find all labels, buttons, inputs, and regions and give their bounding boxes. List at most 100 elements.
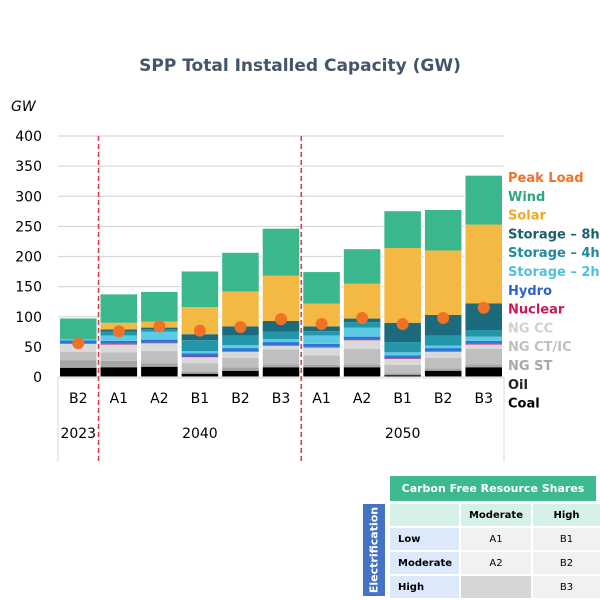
bar-segment — [262, 331, 300, 340]
bar-segment — [343, 248, 381, 284]
side-label-text: Electrification — [367, 506, 381, 594]
peak-load-marker — [153, 320, 166, 333]
x-axis: B2 A1 A2 B1 B2 B3 A1 A2 B1 B2 B3 2023 2040 2050 — [57, 377, 505, 462]
x-tick-label: B2 — [231, 391, 250, 407]
table-cell-empty — [461, 576, 531, 598]
bar-segment — [262, 345, 300, 346]
bar-segment — [464, 343, 503, 345]
peak-load-markers — [72, 301, 490, 350]
bar-segment — [424, 345, 462, 349]
bars — [59, 174, 504, 378]
y-axis-label: GW — [11, 99, 37, 115]
bar-segment — [424, 250, 462, 315]
bar-outline — [140, 290, 179, 378]
bar-outline — [59, 317, 98, 378]
y-tick-label: 200 — [15, 250, 42, 266]
bar-segment — [302, 347, 341, 356]
bar-segment — [221, 351, 260, 352]
peak-load-marker — [193, 324, 206, 337]
bar-segment — [262, 367, 300, 377]
bar-segment — [464, 366, 503, 368]
bar-segment — [424, 209, 462, 251]
bar-segment — [383, 355, 422, 359]
header-cell-blank — [390, 504, 459, 526]
bar-segment — [100, 293, 138, 323]
y-tick-label: 400 — [15, 129, 42, 145]
group-label: 2023 — [60, 426, 96, 442]
chart-title: SPP Total Installed Capacity (GW) — [139, 56, 461, 76]
x-tick-label: B2 — [434, 391, 453, 407]
bar-segment — [262, 342, 300, 346]
bar-segment — [181, 373, 219, 377]
bar-segment — [59, 367, 98, 377]
bar-segment — [464, 364, 503, 367]
legend-item: Hydro — [508, 284, 552, 299]
bar-segment — [181, 340, 219, 352]
x-tick-label: B1 — [191, 391, 210, 407]
table-cell: B3 — [533, 576, 600, 598]
bar-segment — [221, 370, 260, 371]
bar-segment — [140, 291, 179, 322]
bar-outline — [383, 210, 422, 378]
legend-item: Wind — [508, 190, 545, 205]
bar-outline — [180, 270, 220, 378]
bar-segment — [262, 339, 300, 343]
bar-stack — [464, 174, 504, 378]
bar-segment — [343, 327, 381, 337]
bar-segment — [262, 228, 300, 276]
bar-segment — [383, 248, 422, 323]
bar-stack — [180, 270, 220, 378]
bar-segment — [343, 336, 381, 340]
y-axis-ticks: 0 50 100 150 200 250 300 350 400 — [15, 129, 42, 386]
x-tick-label: B3 — [474, 391, 493, 407]
bar-segment — [464, 175, 503, 225]
bar-segment — [221, 345, 260, 349]
bar-segment — [383, 375, 422, 377]
bar-segment — [464, 348, 503, 365]
legend-item: Storage – 4hr — [508, 246, 600, 261]
bar-segment — [140, 343, 179, 352]
bar-outline — [423, 209, 463, 378]
peak-load-marker — [315, 317, 328, 330]
peak-load-marker — [275, 313, 287, 326]
table-cell: B2 — [533, 552, 600, 574]
bar-segment — [181, 351, 219, 354]
peak-load-marker — [356, 311, 369, 324]
bar-segment — [383, 322, 422, 343]
bar-segment — [424, 370, 462, 377]
bar-segment — [302, 331, 341, 336]
bar-segment — [424, 357, 462, 369]
bar-segment — [100, 343, 138, 345]
y-tick-label: 0 — [33, 370, 42, 386]
bar-segment — [383, 374, 422, 376]
bar-segment — [221, 370, 260, 377]
bar-segment — [221, 252, 260, 292]
peak-load-marker — [112, 325, 125, 338]
bar-segment — [100, 352, 138, 361]
x-tick-label: B2 — [69, 391, 88, 407]
bar-segment — [221, 335, 260, 346]
bar-segment — [262, 366, 300, 368]
table-cell: A2 — [461, 552, 531, 574]
y-tick-label: 350 — [15, 159, 42, 175]
bar-stack — [261, 227, 301, 378]
bar-segment — [140, 339, 179, 343]
bar-stack — [342, 248, 382, 378]
legend: Peak Load Wind Solar Storage – 8hr Storage –… — [508, 171, 600, 412]
bar-segment — [59, 317, 98, 340]
bar-segment — [302, 335, 341, 344]
bar-segment — [302, 271, 341, 304]
table-cell: B1 — [533, 528, 600, 550]
bar-segment — [100, 367, 138, 377]
y-tick-label: 100 — [15, 310, 42, 326]
row-label-moderate: Moderate — [390, 552, 459, 574]
bar-outline — [261, 227, 301, 378]
bar-stack — [221, 251, 260, 378]
legend-item: Storage – 8hr — [508, 227, 600, 242]
bar-stack — [140, 290, 179, 378]
bar-segment — [383, 210, 422, 249]
bar-segment — [343, 364, 381, 367]
bar-segment — [221, 291, 260, 327]
bar-segment — [221, 348, 260, 352]
bar-segment — [302, 364, 341, 367]
